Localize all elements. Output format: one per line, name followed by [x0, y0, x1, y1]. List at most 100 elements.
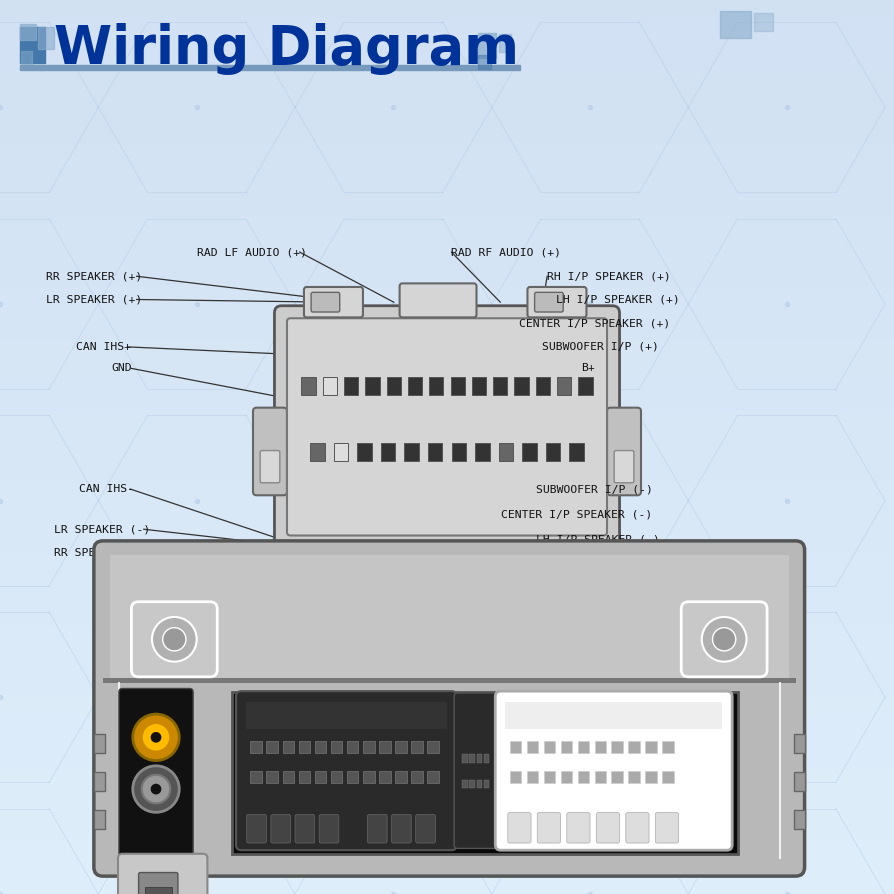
Bar: [347, 741, 358, 753]
Text: RAD RF AUDIO (+): RAD RF AUDIO (+): [451, 247, 561, 257]
Bar: [283, 741, 294, 753]
Bar: [462, 755, 468, 763]
FancyBboxPatch shape: [236, 691, 457, 850]
Bar: [527, 771, 538, 782]
Bar: [662, 771, 674, 782]
Circle shape: [141, 723, 170, 752]
Bar: [344, 377, 358, 395]
Text: RAD LF AUDIO (-): RAD LF AUDIO (-): [150, 581, 260, 592]
Bar: [0, 161, 894, 179]
Bar: [0, 733, 894, 751]
Bar: [266, 771, 278, 782]
Bar: [323, 377, 337, 395]
Bar: [0, 304, 894, 322]
Text: CENTER I/P SPEAKER (+): CENTER I/P SPEAKER (+): [519, 318, 670, 329]
Bar: [408, 377, 422, 395]
Bar: [469, 780, 475, 789]
Bar: [0, 89, 894, 107]
Text: LR SPEAKER (+): LR SPEAKER (+): [46, 294, 143, 305]
Bar: [0, 644, 894, 662]
FancyBboxPatch shape: [626, 813, 649, 843]
Bar: [0, 197, 894, 215]
Bar: [0, 340, 894, 358]
Bar: [358, 443, 372, 461]
Bar: [0, 501, 894, 519]
Bar: [484, 755, 489, 763]
Bar: [544, 771, 555, 782]
Circle shape: [713, 628, 736, 651]
FancyBboxPatch shape: [454, 693, 497, 848]
Bar: [484, 780, 489, 789]
Bar: [333, 443, 348, 461]
FancyBboxPatch shape: [535, 292, 563, 312]
Bar: [578, 377, 593, 395]
Bar: [472, 377, 486, 395]
Bar: [0, 840, 894, 858]
Bar: [0, 250, 894, 268]
Circle shape: [163, 628, 186, 651]
Circle shape: [133, 766, 179, 813]
Bar: [381, 443, 395, 461]
FancyBboxPatch shape: [319, 814, 339, 843]
Bar: [0, 805, 894, 822]
Bar: [0, 107, 894, 125]
FancyBboxPatch shape: [508, 813, 531, 843]
Bar: [0, 626, 894, 644]
FancyBboxPatch shape: [537, 813, 561, 843]
Bar: [0, 72, 894, 89]
FancyBboxPatch shape: [614, 451, 634, 483]
Text: B+: B+: [581, 363, 595, 374]
Bar: [477, 780, 482, 789]
Text: SUBWOOFER I/P (-): SUBWOOFER I/P (-): [536, 484, 654, 494]
Bar: [0, 483, 894, 501]
Bar: [0, 787, 894, 805]
FancyBboxPatch shape: [567, 813, 590, 843]
Bar: [493, 377, 508, 395]
Bar: [0, 519, 894, 536]
FancyBboxPatch shape: [495, 691, 732, 850]
FancyBboxPatch shape: [367, 814, 387, 843]
Bar: [94, 772, 105, 791]
Bar: [499, 34, 511, 52]
Bar: [94, 810, 105, 829]
Bar: [578, 741, 589, 753]
Bar: [363, 771, 375, 782]
Text: RH I/P SPEAKER (-): RH I/P SPEAKER (-): [536, 558, 660, 569]
Text: LH I/P SPEAKER (-): LH I/P SPEAKER (-): [536, 534, 660, 544]
Bar: [427, 741, 439, 753]
FancyBboxPatch shape: [416, 814, 435, 843]
Bar: [411, 771, 423, 782]
Bar: [611, 741, 623, 753]
Bar: [0, 411, 894, 429]
Bar: [569, 443, 584, 461]
FancyBboxPatch shape: [94, 541, 805, 876]
Bar: [363, 741, 375, 753]
FancyBboxPatch shape: [304, 287, 363, 317]
Bar: [0, 268, 894, 286]
Bar: [250, 741, 262, 753]
Bar: [379, 771, 391, 782]
Bar: [266, 741, 278, 753]
Bar: [331, 741, 342, 753]
Bar: [0, 286, 894, 304]
Bar: [754, 13, 773, 31]
Bar: [536, 377, 550, 395]
Bar: [0, 751, 894, 769]
Bar: [404, 443, 418, 461]
Text: Wiring Diagram: Wiring Diagram: [54, 23, 519, 75]
Bar: [0, 554, 894, 572]
Bar: [310, 443, 325, 461]
Bar: [299, 771, 310, 782]
Bar: [0, 822, 894, 840]
Bar: [510, 771, 521, 782]
Text: GND: GND: [112, 363, 132, 374]
Bar: [0, 465, 894, 483]
FancyBboxPatch shape: [274, 306, 620, 548]
FancyBboxPatch shape: [118, 854, 207, 894]
Bar: [0, 179, 894, 197]
Bar: [527, 741, 538, 753]
Bar: [0, 322, 894, 340]
Bar: [395, 771, 407, 782]
Text: SUBWOOFER I/P (+): SUBWOOFER I/P (+): [542, 342, 659, 352]
Bar: [0, 447, 894, 465]
